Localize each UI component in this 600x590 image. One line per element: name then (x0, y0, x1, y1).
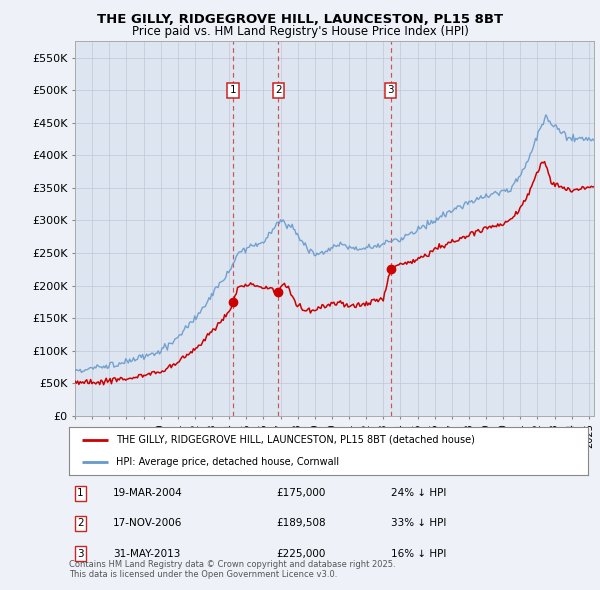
Text: 16% ↓ HPI: 16% ↓ HPI (391, 549, 446, 559)
Text: Contains HM Land Registry data © Crown copyright and database right 2025.
This d: Contains HM Land Registry data © Crown c… (69, 560, 395, 579)
Text: 1: 1 (77, 488, 84, 498)
Text: Price paid vs. HM Land Registry's House Price Index (HPI): Price paid vs. HM Land Registry's House … (131, 25, 469, 38)
Text: HPI: Average price, detached house, Cornwall: HPI: Average price, detached house, Corn… (116, 457, 339, 467)
Text: 1: 1 (230, 85, 236, 95)
Text: 3: 3 (77, 549, 84, 559)
Text: 3: 3 (387, 85, 394, 95)
Text: £225,000: £225,000 (277, 549, 326, 559)
Text: 31-MAY-2013: 31-MAY-2013 (113, 549, 181, 559)
Text: 19-MAR-2004: 19-MAR-2004 (113, 488, 183, 498)
Text: THE GILLY, RIDGEGROVE HILL, LAUNCESTON, PL15 8BT: THE GILLY, RIDGEGROVE HILL, LAUNCESTON, … (97, 13, 503, 26)
Text: 2: 2 (77, 519, 84, 528)
Text: £189,508: £189,508 (277, 519, 326, 528)
Text: 2: 2 (275, 85, 282, 95)
Text: 17-NOV-2006: 17-NOV-2006 (113, 519, 182, 528)
Text: 24% ↓ HPI: 24% ↓ HPI (391, 488, 446, 498)
Text: 33% ↓ HPI: 33% ↓ HPI (391, 519, 446, 528)
Text: THE GILLY, RIDGEGROVE HILL, LAUNCESTON, PL15 8BT (detached house): THE GILLY, RIDGEGROVE HILL, LAUNCESTON, … (116, 435, 475, 445)
Text: £175,000: £175,000 (277, 488, 326, 498)
